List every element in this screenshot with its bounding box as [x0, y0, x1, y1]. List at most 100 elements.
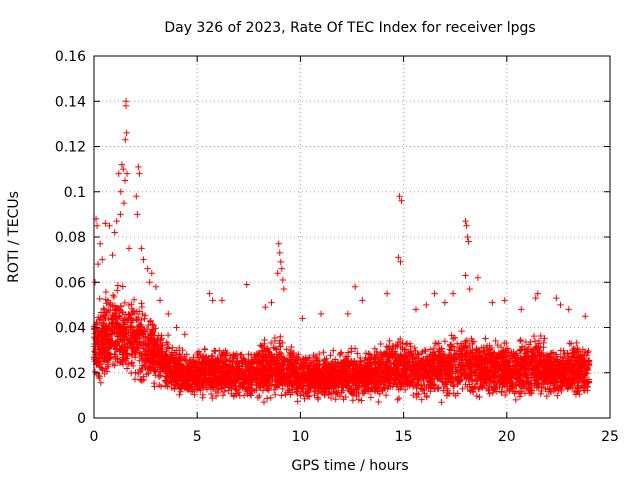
data-point — [332, 396, 339, 403]
data-point — [330, 347, 337, 354]
data-point — [145, 370, 152, 377]
data-point — [553, 351, 560, 358]
data-point — [399, 340, 406, 347]
data-point — [261, 336, 268, 344]
data-point — [423, 383, 430, 391]
data-point — [329, 390, 337, 397]
data-point — [189, 387, 196, 395]
data-point — [247, 351, 255, 358]
data-point — [502, 391, 509, 399]
data-point — [137, 321, 144, 328]
data-point — [259, 387, 267, 394]
data-point — [138, 300, 145, 307]
data-point — [123, 365, 131, 372]
data-point — [141, 338, 149, 346]
data-point — [109, 292, 117, 299]
data-point — [518, 346, 525, 353]
data-point — [377, 340, 384, 348]
data-point — [212, 348, 219, 355]
data-point — [123, 316, 131, 323]
data-point — [522, 338, 530, 346]
data-point — [375, 398, 382, 406]
data-point — [516, 393, 524, 400]
data-point — [508, 352, 516, 360]
data-point — [276, 340, 283, 347]
data-point — [441, 338, 449, 345]
data-point — [585, 347, 592, 355]
data-point — [410, 391, 417, 399]
data-point — [458, 327, 465, 335]
data-point — [445, 390, 453, 398]
data-point — [114, 282, 122, 289]
data-point — [367, 394, 375, 401]
data-point — [452, 392, 459, 399]
data-point — [234, 374, 241, 381]
data-point — [519, 343, 526, 350]
data-point — [119, 283, 126, 290]
data-point — [138, 322, 145, 330]
data-point — [537, 390, 544, 398]
data-point — [148, 326, 156, 334]
data-point — [163, 339, 170, 346]
data-point — [110, 293, 118, 301]
data-point — [540, 339, 547, 347]
data-point — [271, 334, 279, 342]
data-point — [186, 356, 193, 363]
data-point — [288, 343, 295, 351]
data-point — [305, 386, 313, 393]
data-point — [567, 340, 575, 348]
data-point — [314, 395, 322, 403]
data-point — [459, 385, 466, 392]
data-point — [121, 299, 129, 307]
data-point — [236, 392, 244, 399]
data-point — [96, 295, 103, 302]
data-point — [103, 300, 110, 307]
data-point — [99, 365, 106, 373]
data-point — [486, 390, 493, 398]
data-point — [277, 333, 284, 340]
data-point — [482, 335, 489, 342]
data-point — [516, 382, 524, 389]
data-point — [306, 393, 313, 401]
data-point — [488, 373, 495, 380]
data-point — [525, 385, 532, 393]
data-point — [394, 338, 402, 346]
data-point — [395, 386, 402, 393]
data-point — [232, 385, 239, 393]
data-point — [503, 387, 511, 395]
data-point — [278, 392, 285, 399]
data-point — [130, 296, 138, 303]
data-point — [145, 321, 152, 329]
data-point — [389, 380, 397, 388]
data-point — [495, 349, 502, 356]
data-point — [225, 387, 232, 394]
data-point — [494, 341, 501, 349]
data-point — [468, 383, 476, 390]
data-point — [131, 376, 139, 383]
data-point — [450, 375, 457, 383]
data-point — [97, 379, 105, 386]
data-point — [380, 381, 387, 388]
data-point — [132, 369, 139, 376]
data-point — [259, 348, 266, 355]
data-point — [276, 343, 284, 350]
data-point — [337, 350, 344, 357]
data-point — [411, 344, 418, 352]
data-point — [150, 322, 158, 329]
data-point — [467, 387, 474, 394]
data-point — [384, 344, 392, 352]
data-point — [418, 350, 425, 357]
data-point — [550, 387, 558, 395]
data-point — [103, 368, 111, 375]
data-point — [337, 349, 345, 356]
data-point — [487, 376, 495, 384]
data-point — [373, 348, 380, 356]
data-point — [415, 391, 422, 398]
data-point — [569, 347, 576, 354]
data-point — [537, 332, 544, 340]
data-point — [327, 352, 334, 359]
data-point — [142, 333, 149, 340]
data-point — [141, 312, 149, 319]
data-point — [543, 392, 551, 400]
